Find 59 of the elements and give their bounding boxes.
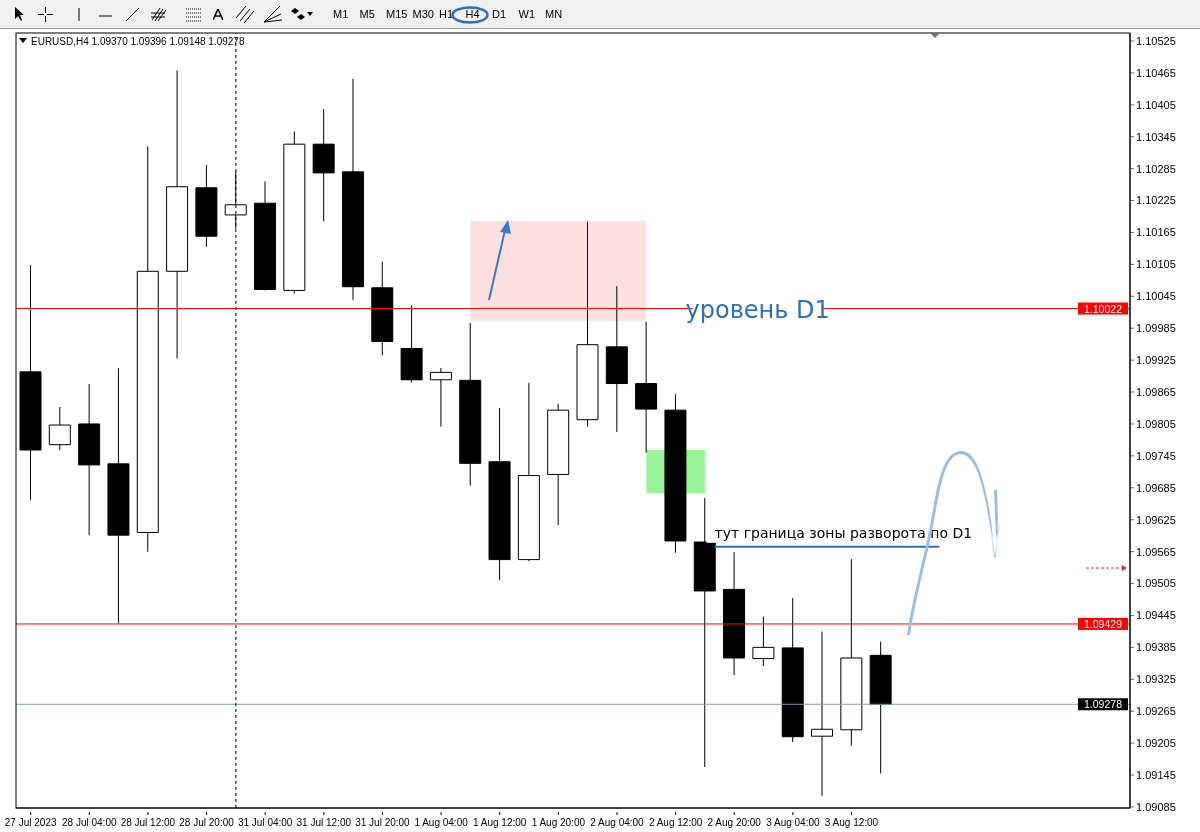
x-tick-label: 31 Jul 20:00: [355, 817, 411, 828]
y-tick-label: 1.09325: [1136, 673, 1176, 686]
y-tick-label: 1.09745: [1136, 449, 1176, 462]
y-tick-label: 1.09445: [1136, 609, 1176, 622]
y-tick-label: 1.09085: [1136, 800, 1176, 813]
candlestick: [752, 616, 775, 667]
text: M5: [359, 8, 375, 20]
x-tick-label: 27 Jul 2023: [4, 817, 57, 828]
y-tick-label: 1.09985: [1136, 322, 1176, 335]
y-tick-label: 1.10525: [1136, 34, 1176, 47]
y-tick-label: 1.10105: [1136, 258, 1176, 271]
y-tick-label: 1.10225: [1136, 194, 1176, 207]
text: D1: [492, 8, 507, 20]
text: M15: [386, 8, 408, 20]
x-tick-label: 3 Aug 04:00: [766, 817, 820, 828]
x-tick-label: 1 Aug 20:00: [531, 817, 586, 828]
candlestick: [48, 406, 71, 451]
y-tick-label: 1.09925: [1136, 354, 1176, 367]
y-tick-label: 1.09805: [1136, 417, 1176, 430]
text: W1: [518, 8, 535, 20]
y-tick-label: 1.10285: [1136, 162, 1176, 175]
x-tick-label: 31 Jul 12:00: [296, 817, 352, 828]
text: H1: [439, 8, 454, 20]
text: M1: [333, 8, 349, 20]
text: MN: [545, 8, 563, 20]
y-tick-label: 1.10345: [1136, 130, 1176, 143]
chart-title: EURUSD,H4 1.09370 1.09396 1.09148 1.09278: [31, 36, 245, 47]
y-tick-label: 1.09685: [1136, 481, 1176, 494]
y-tick-label: 1.10465: [1136, 66, 1176, 79]
y-tick-label: 1.09865: [1136, 385, 1176, 398]
y-tick-label: 1.09385: [1136, 641, 1176, 654]
y-tick-label: 1.10405: [1136, 98, 1176, 111]
x-tick-label: 31 Jul 04:00: [237, 817, 293, 828]
y-tick-label: 1.09145: [1136, 768, 1176, 781]
y-tick-label: 1.09625: [1136, 513, 1176, 526]
x-tick-label: 1 Aug 04:00: [414, 817, 469, 828]
x-tick-label: 2 Aug 04:00: [590, 817, 645, 828]
y-tick-label: 1.09565: [1136, 545, 1176, 558]
y-tick-label: 1.10165: [1136, 226, 1176, 239]
y-tick-label: 1.09205: [1136, 737, 1176, 750]
x-tick-label: 2 Aug 20:00: [707, 817, 762, 828]
x-tick-label: 28 Jul 20:00: [179, 817, 235, 828]
candlestick: [811, 630, 834, 797]
x-tick-label: 28 Jul 04:00: [62, 817, 117, 828]
annotation: уровень D1: [685, 295, 830, 324]
ref-line-label: тут граница зоны разворота по D1: [714, 524, 973, 541]
x-tick-label: 28 Jul 12:00: [120, 817, 176, 828]
candlestick: [429, 367, 452, 428]
ref-line-label: 1.09429: [1084, 617, 1123, 630]
x-tick-label: 3 Aug 12:00: [824, 817, 879, 828]
x-tick-label: 1 Aug 12:00: [473, 817, 527, 828]
y-tick-label: 1.10045: [1136, 290, 1176, 303]
ref-line-label: 1.09278: [1084, 698, 1123, 711]
text: H4: [465, 8, 480, 20]
y-tick-label: 1.09265: [1136, 705, 1176, 718]
ref-line-label: 1.10022: [1084, 302, 1123, 315]
text: M30: [412, 8, 434, 20]
y-tick-label: 1.09505: [1136, 577, 1176, 590]
x-tick-label: 2 Aug 12:00: [648, 817, 703, 828]
